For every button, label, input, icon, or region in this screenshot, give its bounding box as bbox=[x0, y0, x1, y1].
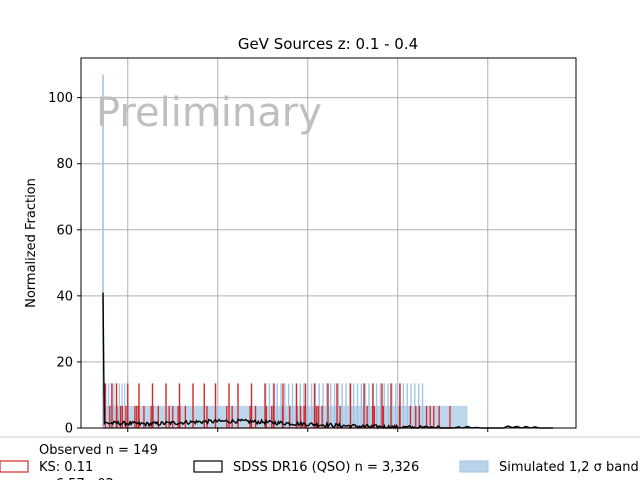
y-tick-label-2: 40 bbox=[56, 289, 73, 304]
simulated-bar bbox=[291, 383, 294, 428]
legend-sdss-label: SDSS DR16 (QSO) n = 3,326 bbox=[233, 460, 419, 475]
simulated-bar bbox=[314, 383, 317, 428]
simulated-bar bbox=[276, 383, 278, 428]
legend-sdss-swatch bbox=[193, 460, 223, 473]
y-tick-label-1: 20 bbox=[56, 355, 73, 370]
simulated-bar bbox=[280, 383, 282, 428]
y-axis-label: Normalized Fraction bbox=[24, 178, 39, 308]
axes-frame bbox=[80, 57, 577, 429]
simulated-bar bbox=[337, 383, 340, 428]
simulated-bar bbox=[265, 383, 267, 428]
simulated-bar bbox=[418, 383, 420, 428]
simulated-bar bbox=[402, 383, 405, 428]
simulated-bar bbox=[110, 383, 112, 428]
simulated-bar bbox=[406, 383, 408, 428]
legend: Observed n = 149 KS: 0.11 p: 6.57e-02 SD… bbox=[0, 436, 640, 480]
simulated-bar bbox=[345, 383, 347, 428]
simulated-bar bbox=[307, 383, 309, 428]
simulated-bar bbox=[310, 383, 313, 428]
legend-observed-count: Observed n = 149 bbox=[39, 443, 158, 458]
simulated-bar bbox=[326, 383, 328, 428]
x-axis bbox=[127, 428, 489, 432]
simulated-peak bbox=[102, 74, 104, 429]
simulated-bar bbox=[118, 383, 120, 428]
y-tick-label-0: 0 bbox=[65, 422, 73, 437]
simulated-bar bbox=[391, 383, 393, 428]
simulated-bar bbox=[268, 383, 271, 428]
legend-observed-ks: KS: 0.11 bbox=[39, 460, 93, 475]
simulated-bar bbox=[414, 383, 416, 428]
y-tick-label-3: 60 bbox=[56, 223, 73, 238]
simulated-bar bbox=[284, 383, 286, 428]
simulated-bar bbox=[287, 383, 290, 428]
grid bbox=[81, 58, 576, 428]
simulated-bar bbox=[421, 383, 424, 428]
simulated-bar bbox=[356, 383, 359, 428]
simulated-bar bbox=[113, 383, 115, 428]
simulated-bar bbox=[364, 383, 366, 428]
y-axis: 0 20 40 60 80 100 bbox=[48, 91, 81, 437]
simulated-bar bbox=[121, 383, 123, 428]
legend-simulated-swatch bbox=[459, 460, 489, 473]
simulated-bar bbox=[387, 383, 389, 428]
y-tick-label-5: 100 bbox=[48, 91, 73, 106]
legend-observed-swatch bbox=[0, 460, 29, 473]
chart-title: GeV Sources z: 0.1 - 0.4 bbox=[238, 35, 418, 53]
simulated-bar bbox=[107, 383, 110, 428]
simulated-bar bbox=[360, 383, 363, 428]
sdss-line bbox=[102, 292, 553, 430]
simulated-bar bbox=[368, 383, 370, 428]
simulated-bar bbox=[322, 383, 324, 428]
legend-simulated-label: Simulated 1,2 σ band bbox=[499, 460, 639, 475]
simulated-bar bbox=[341, 383, 343, 428]
preliminary-watermark: Preliminary bbox=[96, 90, 322, 136]
simulated-bar bbox=[333, 383, 336, 428]
simulated-bar bbox=[410, 383, 412, 428]
simulated-bar bbox=[379, 383, 382, 428]
plot-area bbox=[102, 74, 553, 430]
simulated-bar bbox=[299, 383, 301, 428]
legend-observed-p: p: 6.57e-02 bbox=[39, 477, 114, 480]
simulated-bar bbox=[318, 383, 320, 428]
y-tick-label-4: 80 bbox=[56, 157, 73, 172]
simulated-bar bbox=[303, 383, 305, 428]
sdss-series bbox=[102, 292, 553, 430]
simulated-bar bbox=[375, 383, 378, 428]
simulated-bar bbox=[383, 383, 385, 428]
simulated-bar bbox=[330, 383, 332, 428]
simulated-bar bbox=[124, 383, 126, 428]
simulated-bar bbox=[352, 383, 355, 428]
simulated-bar bbox=[395, 383, 397, 428]
